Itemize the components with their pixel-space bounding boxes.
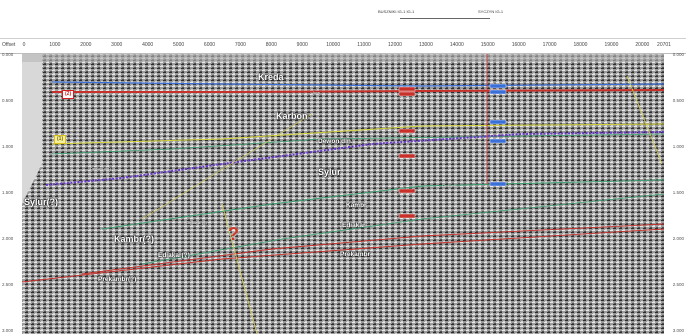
- label-sylur: Sylur: [318, 167, 341, 177]
- label-ediakar-q: Ediakar(?): [158, 252, 190, 259]
- label-kreda: Kreda: [258, 72, 284, 82]
- ruler-tick: 7000: [234, 42, 246, 48]
- label-kambr: Kambr: [346, 202, 367, 209]
- ruler-tick: 18000: [573, 42, 588, 48]
- fault-yellow-diag: [141, 113, 313, 220]
- horizon-red-lower: [81, 223, 664, 275]
- label-ediakar: Ediakar: [342, 222, 366, 229]
- time-tick: 2.500: [672, 282, 684, 287]
- tag-2: (2): [62, 90, 75, 99]
- ruler-tick: 17000: [542, 42, 557, 48]
- ruler-tick: 19000: [604, 42, 619, 48]
- well-horizon-tag-syczyn: [489, 138, 507, 144]
- ruler-tick: 6000: [203, 42, 216, 48]
- label-jura: Jura: [312, 90, 320, 95]
- offset-label: Offset: [2, 42, 16, 48]
- fault-yellow-left: [221, 203, 258, 334]
- ruler-tick: 5000: [173, 42, 185, 48]
- label-sylur-q: Sylur(?): [24, 197, 59, 207]
- ruler-tick: 1000: [49, 42, 61, 48]
- ruler-tick: 14000: [449, 42, 464, 48]
- ruler-tick: 8000: [265, 42, 277, 48]
- fault-yellow-right: [626, 75, 663, 165]
- horizon-jura: [52, 89, 664, 93]
- time-tick: 2.000: [672, 236, 684, 241]
- ruler-tick: 10000: [326, 42, 341, 48]
- ruler-tick: 9000: [296, 42, 308, 48]
- well-horizon-tag-syczyn: [489, 83, 507, 89]
- ruler-tick: 13000: [418, 42, 433, 48]
- well-markers: [398, 83, 507, 219]
- well-horizon-tag-busznik: [398, 86, 416, 92]
- ruler-tick: 20000: [635, 42, 650, 48]
- label-prekambr: Prekambr: [340, 251, 370, 258]
- well-horizon-tag-syczyn: [489, 181, 507, 187]
- well-horizon-tag-syczyn: [489, 89, 507, 95]
- ruler-tick: 2000: [80, 42, 92, 48]
- well-horizon-tag-busznik: [398, 91, 416, 97]
- label-dewon-dln: Dewon dln.: [318, 138, 353, 145]
- label-kambr-q: Kambr(?): [114, 234, 154, 244]
- time-tick: 1.500: [2, 190, 14, 195]
- label-ordowik: Ordowik: [442, 183, 457, 188]
- well-horizon-tag-busznik: [398, 128, 416, 134]
- tag-1: (1): [54, 135, 67, 144]
- horizon-blue-upper: [51, 81, 664, 87]
- label-prekambr-q: Prekambr(?): [98, 276, 137, 283]
- ruler-tick: 3000: [111, 42, 123, 48]
- well-label-busznik: BUSZNIKI IG-1 IG-1: [378, 9, 415, 14]
- time-tick: 0.000: [2, 52, 14, 57]
- well-horizon-tag-syczyn: [489, 119, 507, 125]
- time-tick: 0.500: [2, 98, 14, 103]
- time-tick: 2.500: [2, 282, 14, 287]
- distance-ruler: Offset 0 1000 2000 3000 4000 5000 6000 7000 8000…: [0, 38, 686, 54]
- label-ordowik-q: Ordowik (?): [186, 220, 207, 225]
- ruler-tick: 16000: [511, 42, 526, 48]
- label-dewon-dln-q: Dewon dln.(?): [90, 166, 115, 171]
- time-tick: 1.500: [672, 190, 684, 195]
- time-tick: 2.000: [2, 236, 14, 241]
- seismic-image: [22, 54, 664, 334]
- label-karbon: Karbon: [276, 111, 308, 121]
- horizon-green-lower: [101, 179, 664, 230]
- horizon-lines: [22, 81, 664, 283]
- horizon-purple: [45, 131, 664, 186]
- time-tick: 0.000: [672, 52, 684, 57]
- ruler-tick: 12000: [388, 42, 402, 48]
- ruler-tick: 15000: [480, 42, 495, 48]
- well-horizon-tag-busznik: [398, 213, 416, 219]
- horizon-yellow: [51, 123, 664, 145]
- ruler-tick: 4000: [142, 42, 154, 48]
- well-horizon-tag-busznik: [398, 188, 416, 194]
- time-tick: 1.000: [2, 144, 14, 149]
- time-tick: 1.000: [672, 144, 684, 149]
- no-data-wedge: [22, 54, 42, 204]
- time-tick: 3.000: [2, 328, 14, 333]
- label-dewon-gm: Dewon gm.(?): [54, 147, 80, 152]
- ruler-tick: 11000: [357, 42, 371, 48]
- horizon-green-deep: [141, 193, 664, 265]
- horizon-red-mid: [22, 228, 664, 283]
- ruler-tick: 20701: [657, 42, 671, 48]
- time-tick: 3.000: [672, 328, 684, 333]
- seismic-section[interactable]: Kreda (2) Jura Karbon (1) Dewon gm.(?) D…: [22, 54, 664, 334]
- section-header: BUSZNIKI IG-1 IG-1 SYCZYN IG-1: [0, 0, 686, 38]
- label-question: ?: [228, 224, 239, 244]
- well-horizon-tag-busznik: [398, 153, 416, 159]
- time-axis-right: 0.000 0.500 1.000 1.500 2.000 2.500 3.000: [664, 52, 686, 334]
- well-label-syczyn: SYCZYN IG-1: [478, 9, 504, 14]
- fault-lines: [141, 54, 663, 334]
- time-tick: 0.500: [672, 98, 684, 103]
- ruler-tick: 0: [22, 42, 26, 48]
- well-connector-line: [400, 18, 490, 19]
- time-axis-left: 0.000 0.500 1.000 1.500 2.000 2.500 3.000: [0, 52, 22, 334]
